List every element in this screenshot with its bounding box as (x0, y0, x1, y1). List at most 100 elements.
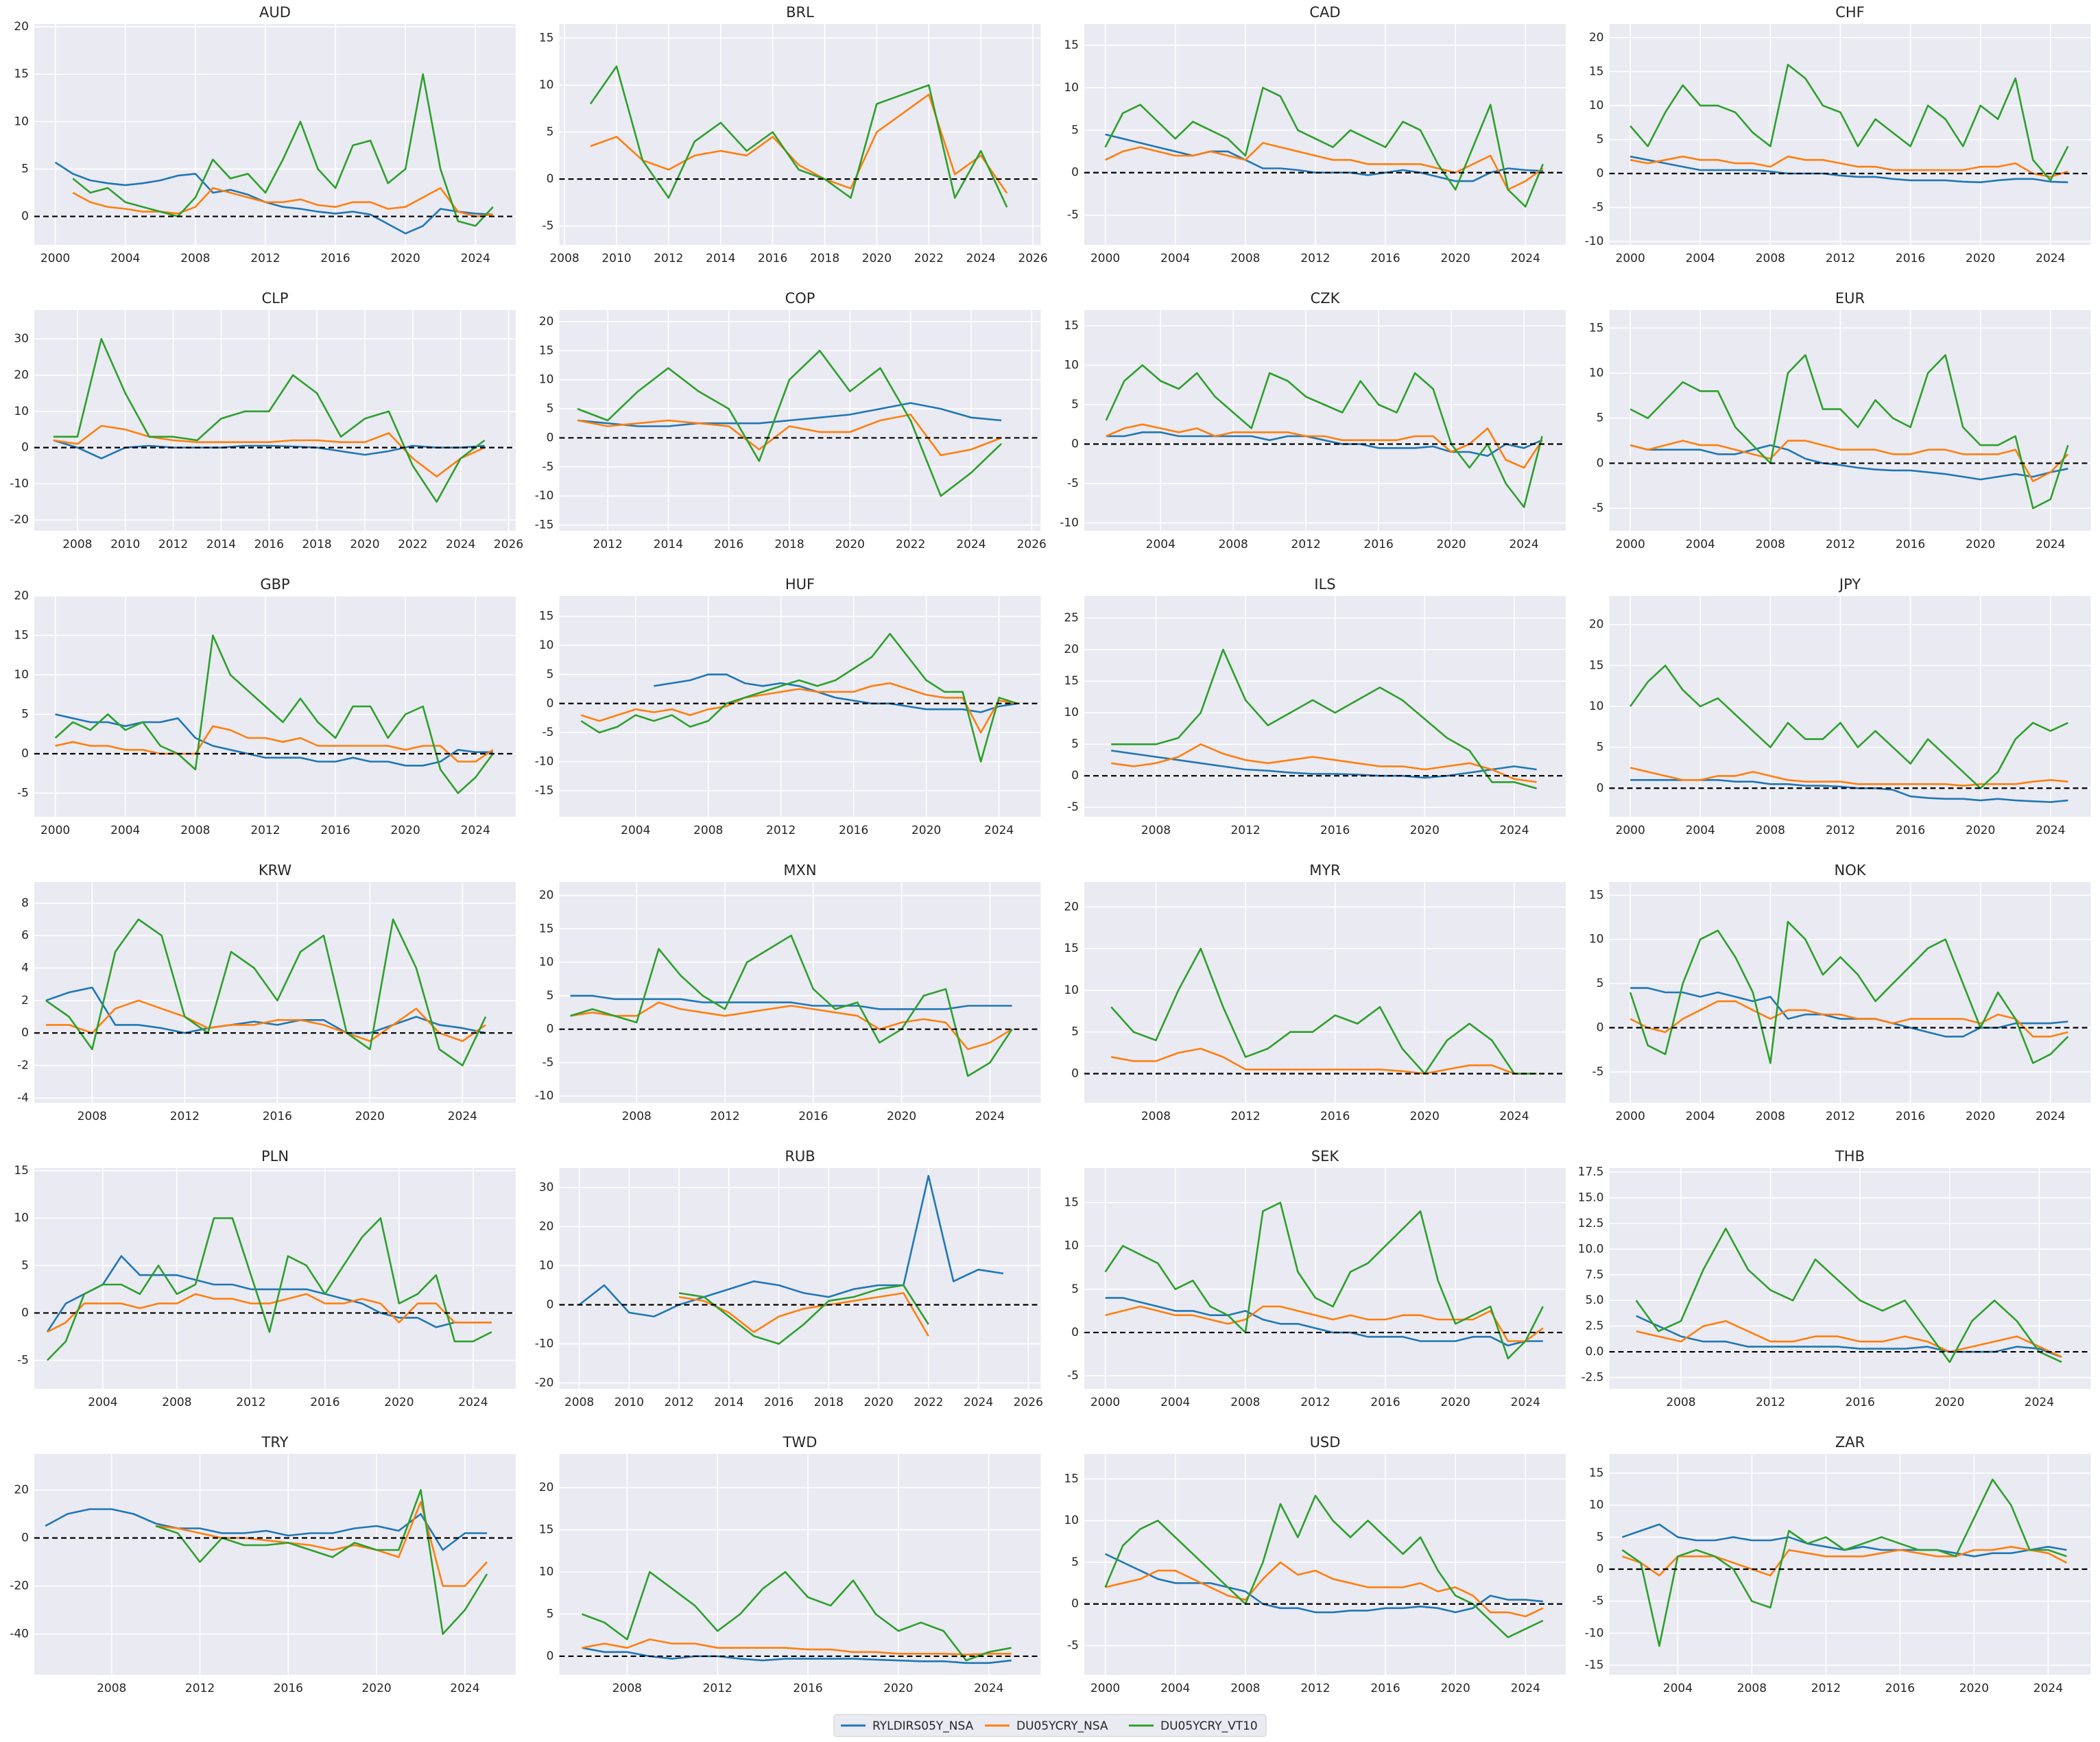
x-tick-label: 2020 (1436, 538, 1466, 551)
series-line (1630, 1000, 2068, 1038)
subplot: MXN -10 -5 0 5 10 15 20 2008 2012 2016 2020 2024 (535, 862, 1041, 1123)
y-tick-label: 15 (1064, 674, 1079, 688)
x-tick-label: 2016 (1370, 1682, 1400, 1695)
y-tick-label: 10 (1589, 933, 1604, 946)
y-tick-label: 5 (21, 1258, 29, 1272)
series-line (578, 1175, 1004, 1317)
subplot-title: EUR (1835, 290, 1865, 307)
x-tick-label: 2016 (1370, 252, 1400, 265)
series-line (577, 402, 1002, 427)
x-tick-label: 2024 (446, 538, 475, 551)
x-tick-label: 2012 (250, 252, 280, 265)
legend-label: RYLDIRS05Y_NSA (872, 1719, 974, 1733)
x-tick-label: 2012 (1826, 252, 1855, 265)
x-tick-label: 2008 (1219, 538, 1248, 551)
x-tick-label: 2016 (274, 1682, 303, 1695)
x-tick-label: 2008 (1756, 824, 1785, 837)
y-tick-label: 5 (1071, 1555, 1079, 1569)
legend-label: DU05YCRY_VT10 (1160, 1719, 1258, 1733)
y-tick-label: -10 (1585, 235, 1604, 248)
y-tick-label: 15 (539, 1523, 554, 1537)
subplot: HUF -15 -10 -5 0 5 10 15 2004 2008 2012 2016 2020 202… (535, 576, 1041, 837)
series-line (1636, 1320, 2062, 1358)
x-tick-label: 2010 (110, 538, 140, 551)
x-tick-label: 2008 (180, 252, 210, 265)
y-tick-label: 0 (1071, 438, 1079, 451)
y-tick-label: 0 (21, 1026, 29, 1040)
plot-area (1084, 1168, 1566, 1389)
subplot: ZAR -15 -10 -5 0 5 10 15 2004 2008 2012 2016 2020 202… (1585, 1434, 2091, 1695)
x-tick-label: 2012 (710, 1110, 739, 1123)
x-tick-label: 2020 (1959, 1682, 1989, 1695)
subplot-title: SEK (1311, 1148, 1340, 1165)
x-tick-label: 2024 (2036, 538, 2065, 551)
subplot-title: GBP (260, 576, 289, 593)
y-tick-label: 30 (14, 332, 29, 346)
y-tick-label: 20 (539, 315, 554, 329)
y-tick-label: 0 (1597, 1562, 1604, 1576)
plot-area (34, 596, 516, 817)
x-tick-label: 2008 (1230, 1682, 1260, 1695)
y-tick-label: 15 (539, 922, 554, 935)
series-line (53, 425, 486, 478)
x-tick-label: 2000 (1616, 252, 1645, 265)
y-tick-label: 15 (1589, 64, 1604, 78)
x-tick-label: 2008 (180, 824, 210, 837)
y-tick-label: 2 (21, 994, 29, 1007)
y-tick-label: 5 (547, 989, 554, 1003)
series-line (570, 934, 1013, 1077)
series-line (1635, 1228, 2062, 1363)
y-tick-label: -5 (1592, 201, 1604, 215)
plot-area (1609, 24, 2091, 245)
subplot-title: BRL (786, 4, 814, 21)
subplot-title: RUB (785, 1148, 815, 1165)
y-tick-label: -20 (10, 1579, 29, 1593)
plot-area (559, 596, 1041, 817)
x-tick-label: 2016 (1320, 824, 1350, 837)
subplot: BRL -5 0 5 10 15 2008 2010 2012 2014 2016 2018 2020 2… (539, 4, 1048, 265)
y-tick-label: 10 (539, 373, 554, 387)
series-line (55, 725, 494, 763)
x-tick-label: 2004 (1146, 538, 1176, 551)
x-tick-label: 2000 (40, 252, 70, 265)
y-tick-label: 20 (539, 1481, 554, 1494)
x-tick-label: 2004 (1686, 824, 1715, 837)
x-tick-label: 2018 (302, 538, 331, 551)
x-tick-label: 2008 (77, 1110, 107, 1123)
y-tick-label: 5 (547, 667, 554, 681)
y-tick-label: -5 (1592, 501, 1604, 515)
subplot-title: HUF (785, 576, 815, 593)
x-tick-label: 2024 (1511, 1396, 1540, 1409)
y-tick-label: 10 (14, 115, 29, 128)
x-tick-label: 2024 (1509, 538, 1538, 551)
x-tick-label: 2024 (1499, 824, 1529, 837)
subplot-title: CZK (1311, 290, 1341, 307)
y-tick-label: 0 (547, 172, 554, 186)
x-tick-label: 2004 (110, 824, 140, 837)
x-tick-label: 2016 (320, 252, 350, 265)
subplot: CAD -5 0 5 10 15 2000 2004 2008 2012 2016 2020 2024 (1064, 4, 1566, 265)
series-line (577, 350, 1003, 497)
y-tick-label: 5 (1597, 132, 1604, 146)
y-tick-label: -5 (1067, 800, 1079, 814)
subplot: CHF -10 -5 0 5 10 15 20 2000 2004 2008 2012 2016 2020… (1585, 4, 2091, 265)
subplot: RUB -20 -10 0 10 20 30 2008 2010 2012 2014 2016 2018… (535, 1148, 1043, 1409)
y-tick-label: -20 (535, 1376, 554, 1389)
x-tick-label: 2020 (1935, 1396, 1964, 1409)
y-tick-label: -2.5 (1581, 1371, 1603, 1385)
y-tick-label: 15 (539, 610, 554, 623)
y-tick-label: 10 (1064, 1514, 1079, 1527)
y-tick-label: 20 (14, 1483, 29, 1497)
series-line (1630, 354, 2069, 510)
x-tick-label: 2020 (1441, 1396, 1470, 1409)
subplot-title: ZAR (1835, 1434, 1865, 1451)
subplot: PLN -5 0 5 10 15 2004 2008 2012 2016 2020 2024 (14, 1148, 516, 1409)
subplot: ILS -5 0 5 10 15 20 25 2008 2012 2016 2020 2024 (1064, 576, 1566, 837)
x-tick-label: 2014 (714, 1396, 743, 1409)
x-tick-label: 2012 (654, 252, 683, 265)
x-tick-label: 2016 (1896, 824, 1925, 837)
x-tick-label: 2000 (1090, 252, 1120, 265)
series-line (580, 682, 1018, 734)
series-line (47, 1293, 492, 1333)
x-tick-label: 2022 (914, 1396, 943, 1409)
